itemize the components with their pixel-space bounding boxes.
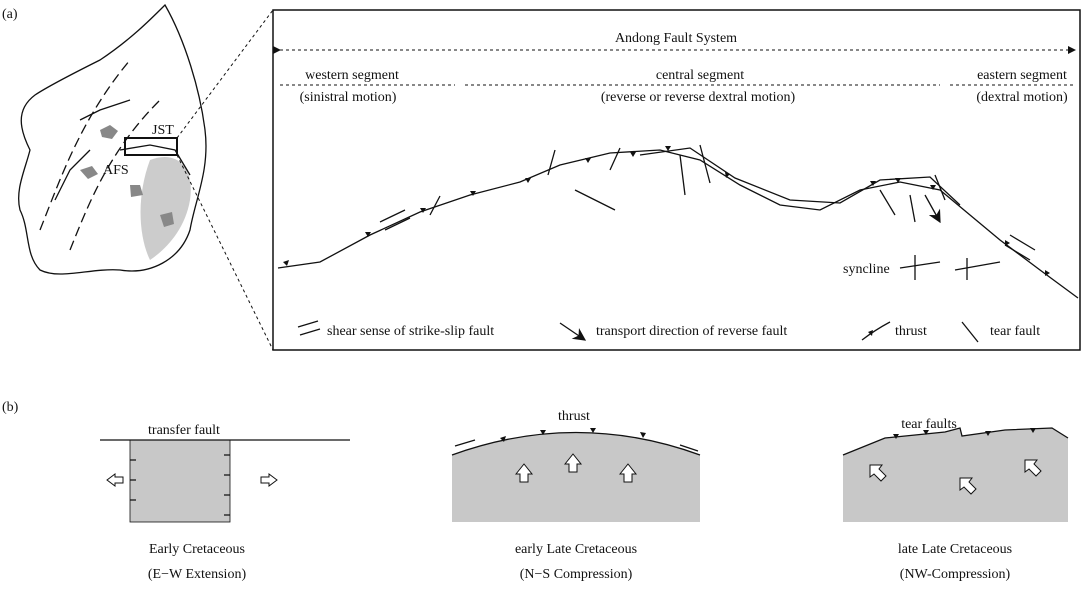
- drawing-shape: [125, 138, 177, 155]
- legend-label: transport direction of reverse fault: [596, 324, 787, 339]
- drawing-shape: [862, 322, 890, 340]
- drawing-shape: [575, 145, 940, 222]
- segment-motion: (dextral motion): [976, 90, 1068, 105]
- segment-motion: (reverse or reverse dextral motion): [601, 90, 796, 105]
- fault-trace: syncline: [278, 145, 1078, 298]
- stage-period: Early Cretaceous: [149, 542, 245, 557]
- stage-compression-nw: tear faults late Late Cretaceous (NW-Com…: [843, 417, 1068, 582]
- segment-name: central segment: [656, 68, 744, 83]
- system-title: Andong Fault System: [615, 31, 737, 46]
- syncline-label: syncline: [843, 262, 890, 277]
- fault-label: tear faults: [901, 417, 957, 432]
- drawing-shape: [452, 433, 700, 523]
- legend-label: thrust: [895, 324, 927, 339]
- stage-compression-ns: thrust early Late Cretaceous (N−S Compre…: [452, 409, 700, 582]
- drawing-shape: [298, 321, 320, 335]
- stage-extension: transfer fault Early Cretaceous (E−W Ext…: [100, 423, 350, 582]
- drawing-shape: [430, 148, 945, 215]
- drawing-shape: [962, 322, 978, 342]
- fault-label: thrust: [558, 409, 590, 424]
- drawing-shape: [177, 155, 273, 350]
- stage-regime: (NW-Compression): [900, 567, 1011, 582]
- drawing-shape: [380, 210, 1035, 260]
- stage-regime: (E−W Extension): [148, 567, 247, 582]
- panel-label: (b): [2, 400, 19, 415]
- body: (a) JST AFS Andong Fault System western …: [0, 0, 1081, 591]
- drawing-shape: [560, 323, 585, 340]
- legend: shear sense of strike-slip fault transpo…: [298, 321, 1040, 342]
- stage-period: early Late Cretaceous: [515, 542, 637, 557]
- map: JST AFS: [19, 5, 273, 350]
- drawing-shape: [177, 10, 273, 138]
- drawing-shape: [40, 60, 130, 230]
- legend-label: tear fault: [990, 324, 1040, 339]
- drawing-shape: [283, 146, 1050, 276]
- segment-name: western segment: [305, 68, 399, 83]
- page: Andong Fault System {"panel_a": {"label"…: [0, 0, 1081, 591]
- figure: (a) JST AFS Andong Fault System western …: [0, 0, 1081, 591]
- map-label: AFS: [103, 163, 129, 178]
- stage-period: late Late Cretaceous: [898, 542, 1012, 557]
- drawing-shape: [915, 255, 967, 280]
- map-label: JST: [152, 123, 174, 138]
- stage-regime: (N−S Compression): [520, 567, 633, 582]
- legend-label: shear sense of strike-slip fault: [327, 324, 494, 339]
- segment-motion: (sinistral motion): [300, 90, 397, 105]
- segment-name: eastern segment: [977, 68, 1067, 83]
- fault-label: transfer fault: [148, 423, 220, 438]
- zoom-box: [273, 10, 1080, 350]
- panel-label: (a): [2, 7, 18, 22]
- drawing-shape: [283, 146, 1050, 276]
- drawing-shape: [130, 440, 230, 522]
